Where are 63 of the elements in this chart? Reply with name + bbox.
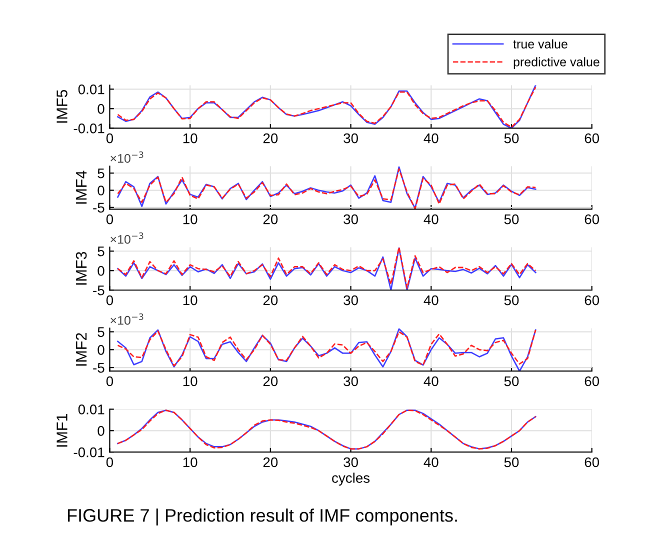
y-tick-label: 0.01 bbox=[78, 84, 104, 94]
legend-label: predictive value bbox=[514, 57, 600, 69]
text: ×10$^{−3}$ bbox=[110, 232, 144, 244]
x-tick-label: 0 bbox=[106, 295, 114, 306]
x-tick-label: 40 bbox=[424, 133, 438, 144]
y-tick-label: 0 bbox=[98, 426, 104, 436]
y-tick-label: 5 bbox=[98, 168, 104, 178]
x-tick-label: 60 bbox=[584, 295, 600, 306]
y-tick-label: -0.01 bbox=[74, 447, 104, 458]
x-tick-label: 20 bbox=[263, 214, 278, 224]
legend-label: true value bbox=[513, 39, 568, 48]
x-tick-label: 10 bbox=[183, 457, 198, 468]
y-tick-label: 0 bbox=[98, 266, 104, 276]
x-tick-label: 60 bbox=[584, 457, 600, 468]
y-tick-label: 0 bbox=[98, 344, 104, 355]
x-tick-label: 30 bbox=[344, 376, 358, 386]
x-tick-label: 40 bbox=[424, 376, 438, 386]
y-tick-label: 0 bbox=[98, 186, 104, 196]
x-tick-label: 40 bbox=[424, 214, 438, 224]
x-tick-label: 0 bbox=[106, 376, 114, 386]
x-tick-label: 40 bbox=[424, 295, 438, 306]
y-axis-title: IMF3 bbox=[76, 252, 87, 285]
x-tick-label: 20 bbox=[263, 376, 278, 386]
x-tick-label: 30 bbox=[344, 214, 358, 224]
y-axis-title: IMF4 bbox=[76, 170, 87, 204]
y-tick-label: -5 bbox=[93, 286, 104, 296]
x-tick-label: 0 bbox=[106, 214, 114, 224]
x-tick-label: 0 bbox=[106, 457, 114, 468]
y-tick-label: -0.01 bbox=[74, 123, 104, 134]
y-tick-label: 0 bbox=[98, 104, 104, 114]
y-axis-title: IMF2 bbox=[76, 333, 87, 366]
y-tick-label: 0.01 bbox=[78, 404, 104, 414]
x-tick-label: 20 bbox=[263, 457, 278, 468]
x-tick-label: 60 bbox=[584, 214, 600, 224]
x-tick-label: 10 bbox=[183, 376, 198, 386]
text: ×10$^{−3}$ bbox=[110, 313, 144, 325]
caption: FIGURE 7 | Prediction result of IMF components. bbox=[68, 508, 457, 526]
y-tick-label: -5 bbox=[93, 363, 104, 373]
x-tick-label: 50 bbox=[504, 376, 519, 386]
y-axis-title: IMF1 bbox=[56, 414, 68, 447]
x-tick-label: 50 bbox=[504, 295, 519, 306]
x-tick-label: 50 bbox=[504, 214, 519, 224]
x-tick-label: 30 bbox=[344, 295, 358, 306]
x-tick-label: 60 bbox=[584, 133, 600, 144]
x-tick-label: 50 bbox=[504, 133, 519, 144]
x-tick-label: 50 bbox=[504, 457, 519, 468]
line-series bbox=[117, 410, 536, 450]
x-tick-label: 20 bbox=[263, 295, 278, 306]
x-tick-label: 40 bbox=[424, 457, 438, 468]
y-axis-title: IMF5 bbox=[56, 90, 68, 123]
x-tick-label: 30 bbox=[344, 133, 358, 144]
x-tick-label: 20 bbox=[263, 133, 278, 144]
x-tick-label: 30 bbox=[344, 457, 358, 468]
x-axis-title: cycles bbox=[332, 472, 370, 486]
y-tick-label: 5 bbox=[98, 246, 104, 256]
x-tick-label: 0 bbox=[106, 133, 114, 144]
y-tick-label: -5 bbox=[93, 202, 104, 213]
x-tick-label: 10 bbox=[183, 214, 198, 224]
text: ×10$^{−3}$ bbox=[110, 151, 144, 163]
x-tick-label: 10 bbox=[183, 133, 198, 144]
x-tick-label: 60 bbox=[584, 376, 600, 386]
x-tick-label: 10 bbox=[183, 295, 198, 306]
y-tick-label: 5 bbox=[98, 327, 104, 337]
